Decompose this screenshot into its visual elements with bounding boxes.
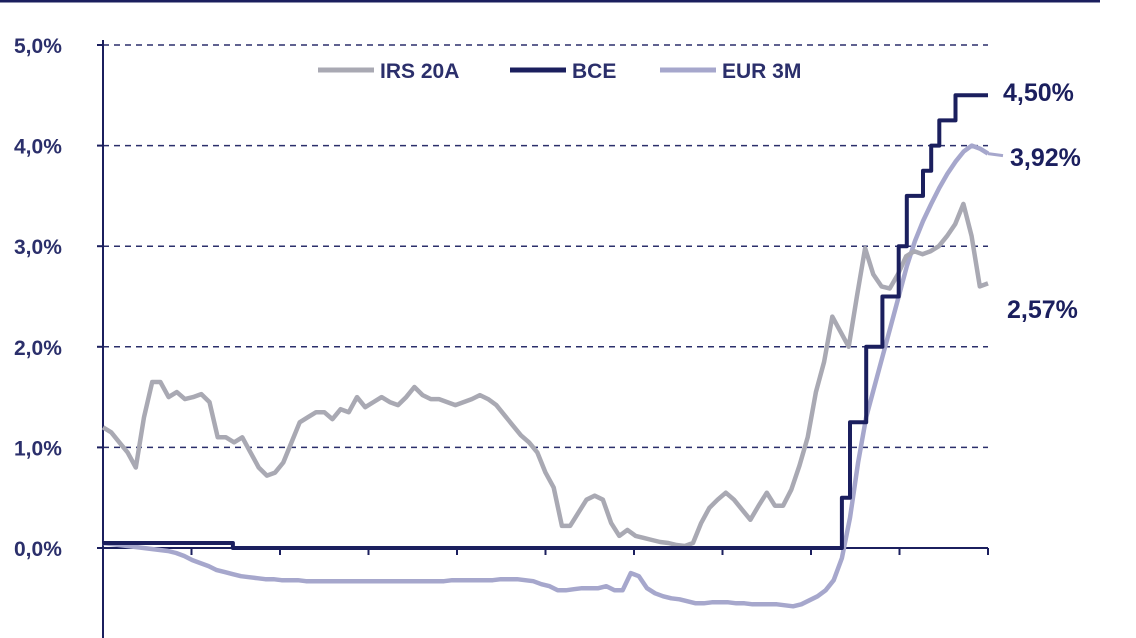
gridlines (103, 44, 988, 449)
y-tick-label: 4,0% (14, 136, 62, 159)
legend-label-bce: BCE (572, 60, 616, 83)
legend-label-eur: EUR 3M (722, 60, 801, 83)
y-tick-label: 5,0% (14, 35, 62, 58)
legend-label-irs: IRS 20A (380, 60, 459, 83)
legend: IRS 20A BCE EUR 3M (318, 60, 801, 83)
series-line-bce (103, 93, 988, 550)
y-tick-label: 2,0% (14, 337, 62, 360)
end-label-irs: 2,57% (1007, 296, 1078, 324)
end-label-eur: 3,92% (1010, 144, 1081, 172)
end-label-bce: 4,50% (1003, 79, 1074, 107)
series-line-irs (101, 201, 989, 549)
y-tick-label: 3,0% (14, 236, 62, 259)
series-lines (101, 93, 1004, 609)
y-axis-ticks: 5,0% 4,0% 3,0% 2,0% 1,0% 0,0% (14, 35, 103, 561)
series-line-eur (102, 143, 990, 609)
y-tick-label: 0,0% (14, 538, 62, 561)
y-tick-label: 1,0% (14, 437, 62, 460)
end-label-leader (987, 152, 1004, 158)
